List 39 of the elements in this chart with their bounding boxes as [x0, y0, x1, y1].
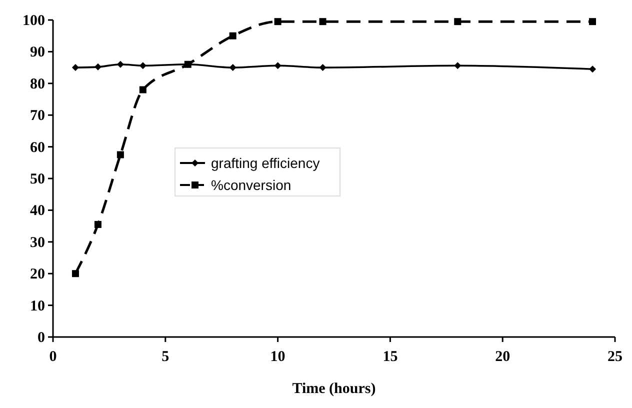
y-tick-label: 90 — [30, 44, 45, 61]
y-tick-label: 10 — [30, 298, 45, 314]
y-tick-label: 60 — [30, 140, 45, 156]
point — [589, 66, 596, 73]
legend-label: %conversion — [211, 177, 292, 193]
x-tick-label: 10 — [270, 349, 286, 365]
point — [274, 18, 282, 26]
x-tick-label: 20 — [495, 349, 510, 365]
y-tick-label: 70 — [30, 108, 45, 124]
point — [184, 60, 192, 68]
x-tick-label: 0 — [49, 349, 57, 365]
point — [94, 63, 102, 70]
point — [319, 64, 326, 72]
point — [319, 18, 326, 26]
x-tick-label: 25 — [608, 349, 622, 365]
y-tick-label: 0 — [38, 330, 45, 346]
point — [72, 270, 79, 278]
y-tick-label: 40 — [30, 203, 45, 220]
point — [139, 62, 146, 70]
y-tick-label: 50 — [30, 172, 45, 188]
point — [116, 60, 124, 68]
point — [94, 220, 102, 228]
point — [454, 18, 462, 26]
point — [229, 64, 236, 72]
point — [454, 62, 462, 70]
point — [229, 32, 236, 40]
point — [589, 18, 596, 26]
point — [72, 64, 79, 72]
x-tick-label: 5 — [162, 349, 170, 365]
point — [139, 86, 146, 94]
point — [274, 62, 282, 70]
y-tick-label: 80 — [30, 76, 45, 92]
y-tick-label: 30 — [30, 234, 45, 251]
x-tick-label: 15 — [382, 349, 398, 365]
point — [116, 151, 124, 158]
legend-label: grafting efficiency — [211, 155, 320, 171]
y-tick-label: 100 — [22, 13, 45, 29]
x-axis-title: Time (hours) — [292, 381, 376, 397]
y-tick-label: 20 — [30, 266, 45, 283]
